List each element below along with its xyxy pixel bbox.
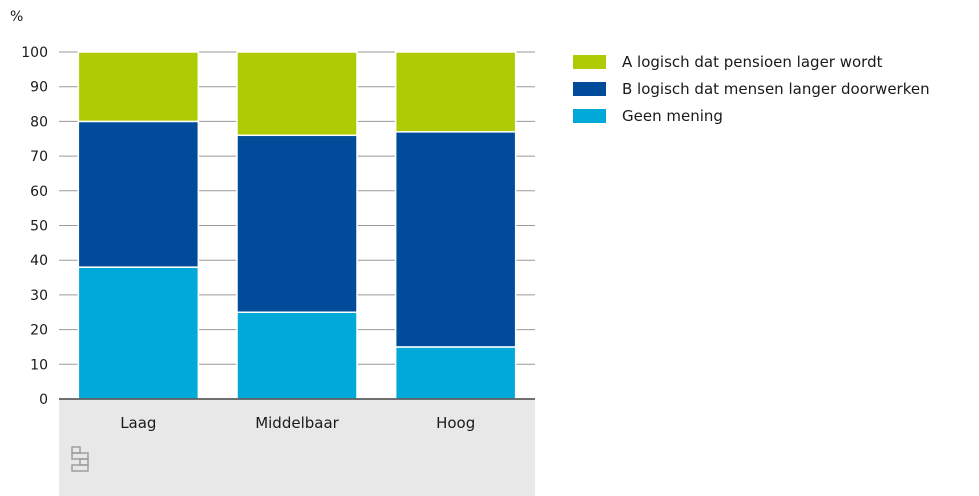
bar-segment xyxy=(77,120,200,268)
legend-swatch xyxy=(573,82,606,96)
bar-segment xyxy=(236,311,358,400)
cbs-logo-icon xyxy=(71,446,89,472)
y-tick-label: 0 xyxy=(39,392,48,408)
bar-segment xyxy=(394,346,517,400)
bar-segment xyxy=(77,266,200,400)
legend-swatch xyxy=(573,55,606,69)
y-tick-label: 30 xyxy=(30,288,48,304)
bar-segment xyxy=(236,51,358,137)
category-band xyxy=(59,399,535,496)
legend-label: A logisch dat pensioen lager wordt xyxy=(622,53,883,71)
y-axis-ticks: 0 10 20 30 40 50 60 70 80 90 100 xyxy=(21,45,48,408)
bar-segment xyxy=(77,51,200,123)
y-tick-label: 70 xyxy=(30,149,48,165)
y-tick-label: 100 xyxy=(21,45,48,61)
category-label: Hoog xyxy=(436,414,475,432)
legend-label: Geen mening xyxy=(622,107,723,125)
legend-swatch xyxy=(573,109,606,123)
bar-segment xyxy=(236,134,358,313)
bar-segment xyxy=(394,51,517,133)
y-tick-label: 40 xyxy=(30,253,48,269)
category-label: Middelbaar xyxy=(255,414,339,432)
legend: A logisch dat pensioen lager wordt B logi… xyxy=(573,53,930,125)
y-tick-label: 60 xyxy=(30,184,48,200)
bars xyxy=(77,51,517,400)
y-tick-label: 80 xyxy=(30,114,48,130)
bar-segment xyxy=(394,131,517,348)
legend-label: B logisch dat mensen langer doorwerken xyxy=(622,80,930,98)
y-tick-label: 20 xyxy=(30,323,48,339)
category-label: Laag xyxy=(120,414,156,432)
y-axis-unit-label: % xyxy=(10,9,23,25)
category-labels: Laag Middelbaar Hoog xyxy=(120,414,475,432)
y-tick-label: 10 xyxy=(30,357,48,373)
y-tick-label: 90 xyxy=(30,80,48,96)
y-tick-label: 50 xyxy=(30,219,48,235)
